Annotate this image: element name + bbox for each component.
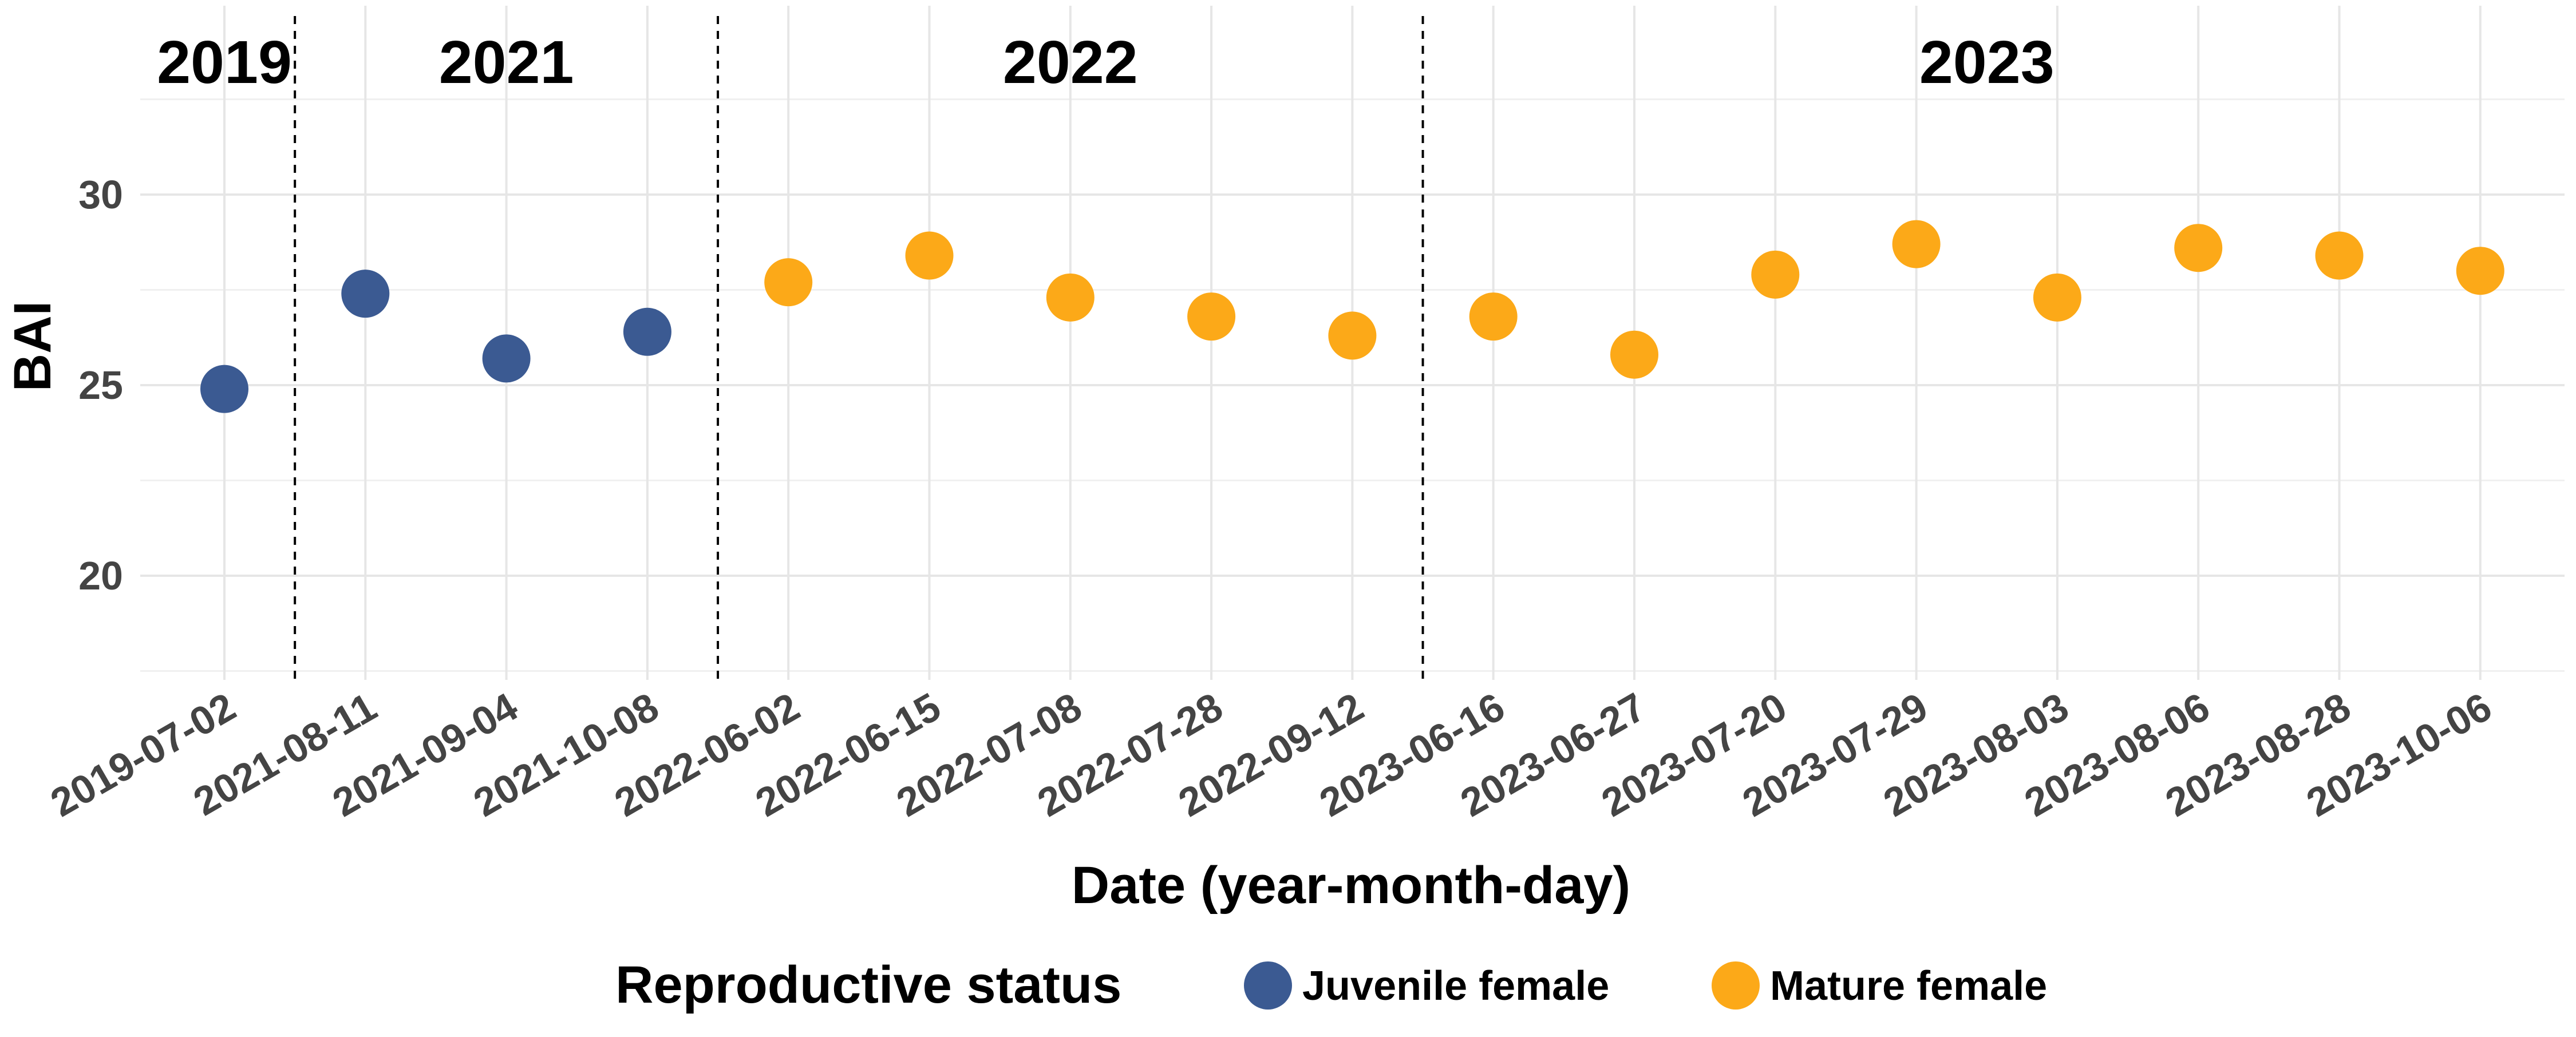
y-tick-label-25: 25 xyxy=(78,363,123,407)
point-mature-female-2023-08-06 xyxy=(2174,224,2223,272)
legend-swatch-juvenile xyxy=(1244,961,1292,1010)
y-tick-label-20: 20 xyxy=(78,553,123,598)
point-juvenile-female-2021-08-11 xyxy=(341,270,390,318)
point-juvenile-female-2021-10-08 xyxy=(623,307,671,356)
year-label-2022: 2022 xyxy=(1003,29,1138,96)
y-tick-label-30: 30 xyxy=(78,172,123,217)
point-mature-female-2023-10-06 xyxy=(2456,247,2504,295)
year-label-2021: 2021 xyxy=(439,29,574,96)
data-points xyxy=(200,220,2504,413)
legend-swatch-mature xyxy=(1712,961,1760,1010)
year-labels: 2019 2021 2022 2023 xyxy=(157,29,2055,96)
legend-label-juvenile: Juvenile female xyxy=(1302,963,1609,1009)
y-tick-labels: 20 25 30 xyxy=(78,172,123,598)
point-juvenile-female-2021-09-04 xyxy=(482,334,531,383)
point-mature-female-2023-06-27 xyxy=(1610,330,1658,379)
legend-label-mature: Mature female xyxy=(1770,963,2047,1009)
point-mature-female-2022-06-02 xyxy=(764,258,813,307)
point-mature-female-2023-06-16 xyxy=(1469,292,1518,341)
x-axis-title: Date (year-month-day) xyxy=(1072,856,1630,915)
point-mature-female-2022-07-08 xyxy=(1046,273,1095,322)
point-mature-female-2023-08-03 xyxy=(2033,273,2081,322)
year-label-2019: 2019 xyxy=(157,29,292,96)
point-mature-female-2022-09-12 xyxy=(1328,311,1377,360)
x-tick-labels: 2019-07-022021-08-112021-09-042021-10-08… xyxy=(43,684,2499,825)
year-label-2023: 2023 xyxy=(1919,29,2055,96)
legend: Reproductive status Juvenile female Matu… xyxy=(615,956,2047,1014)
point-mature-female-2023-07-29 xyxy=(1892,220,1941,268)
point-juvenile-female-2019-07-02 xyxy=(200,365,248,413)
year-separators xyxy=(294,16,1424,680)
y-axis-title: BAI xyxy=(3,301,62,391)
point-mature-female-2023-07-20 xyxy=(1751,250,1800,299)
point-mature-female-2022-07-28 xyxy=(1187,292,1236,341)
legend-title: Reproductive status xyxy=(615,956,1121,1014)
point-mature-female-2022-06-15 xyxy=(905,231,954,280)
point-mature-female-2023-08-28 xyxy=(2315,231,2364,280)
